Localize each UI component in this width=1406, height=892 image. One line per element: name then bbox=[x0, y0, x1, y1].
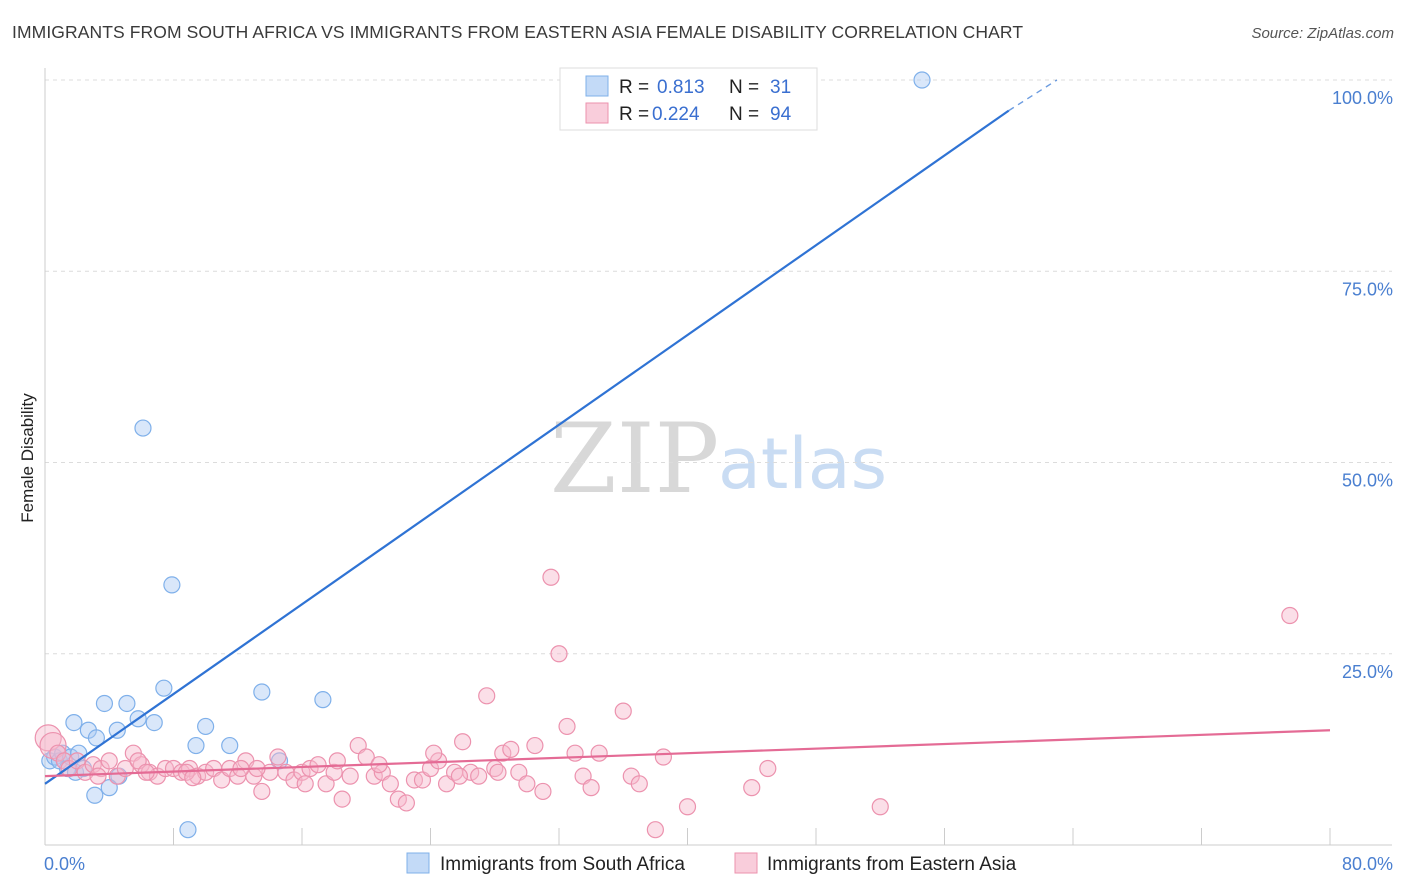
point-series-1-80 bbox=[1281, 606, 1299, 625]
legend-label-south-africa: Immigrants from South Africa bbox=[440, 854, 685, 875]
point-series-1-75 bbox=[654, 748, 673, 766]
bottom-legend: Immigrants from South Africa Immigrants … bbox=[406, 852, 1017, 875]
point-series-1-54 bbox=[462, 763, 480, 781]
stats-r-value-1: 0.813 bbox=[657, 77, 705, 98]
point-series-0-25 bbox=[314, 691, 332, 709]
point-series-1-63 bbox=[534, 782, 552, 801]
point-series-1-86 bbox=[425, 744, 443, 762]
point-series-1-0 bbox=[34, 724, 62, 752]
point-series-1-65 bbox=[550, 645, 568, 663]
trend-lines bbox=[44, 79, 1331, 785]
point-series-1-21 bbox=[197, 763, 215, 781]
stats-r-label-2: R = bbox=[619, 104, 649, 125]
point-series-0-18 bbox=[86, 786, 104, 804]
y-axis-label: Female Disability bbox=[18, 393, 37, 523]
point-series-1-1 bbox=[39, 731, 67, 760]
point-series-0-11 bbox=[95, 694, 114, 713]
point-series-1-66 bbox=[558, 717, 576, 736]
point-series-0-23 bbox=[253, 683, 271, 701]
point-series-0-10 bbox=[87, 729, 106, 747]
point-series-1-64 bbox=[542, 568, 560, 586]
y-tick-labels: 25.0% 50.0% 75.0% 100.0% bbox=[1332, 88, 1393, 682]
point-series-0-30 bbox=[913, 71, 931, 89]
point-series-0-20 bbox=[197, 717, 215, 736]
point-series-1-77 bbox=[743, 779, 761, 797]
point-series-1-69 bbox=[582, 779, 600, 797]
point-series-1-9 bbox=[100, 752, 118, 770]
stats-n-label-1: N = bbox=[729, 77, 759, 98]
point-series-1-93 bbox=[450, 767, 469, 785]
point-series-1-67 bbox=[566, 744, 584, 762]
point-series-1-90 bbox=[184, 769, 202, 787]
point-series-1-56 bbox=[478, 687, 496, 705]
stats-r-label-1: R = bbox=[619, 77, 649, 98]
point-series-1-74 bbox=[646, 821, 664, 839]
trend-line-0 bbox=[44, 109, 1010, 785]
x-tick-label-1: 80.0% bbox=[1342, 854, 1393, 874]
point-series-1-34 bbox=[301, 759, 319, 778]
point-series-1-38 bbox=[333, 790, 351, 808]
legend-swatch-south-africa bbox=[406, 852, 430, 874]
x-tick-labels: 0.0% 80.0% bbox=[44, 854, 1393, 874]
stats-r-value-2: 0.224 bbox=[652, 104, 700, 125]
stats-n-value-1: 31 bbox=[770, 77, 791, 98]
point-series-0-27 bbox=[163, 576, 181, 594]
point-series-1-58 bbox=[494, 744, 512, 762]
point-series-1-78 bbox=[759, 759, 777, 778]
point-series-1-87 bbox=[489, 763, 507, 781]
point-series-0-22 bbox=[155, 679, 173, 697]
point-series-1-88 bbox=[89, 767, 107, 785]
stats-n-label-2: N = bbox=[729, 104, 759, 125]
point-series-1-73 bbox=[630, 775, 648, 793]
point-series-0-13 bbox=[118, 694, 136, 713]
y-tick-label-2: 75.0% bbox=[1342, 279, 1393, 299]
stats-legend: R = 0.813 N = 31 R = 0.224 N = 94 bbox=[559, 67, 818, 131]
stats-legend-swatch-eastern-asia bbox=[585, 102, 609, 124]
point-series-0-12 bbox=[108, 721, 126, 739]
legend-swatch-eastern-asia bbox=[734, 852, 758, 874]
point-series-1-46 bbox=[397, 794, 416, 812]
point-series-1-76 bbox=[678, 798, 697, 816]
point-series-1-84 bbox=[296, 775, 314, 793]
chart-source: Source: ZipAtlas.com bbox=[1251, 25, 1394, 42]
point-series-0-28 bbox=[179, 821, 197, 839]
point-series-1-39 bbox=[341, 767, 359, 785]
watermark-zip: ZIP bbox=[550, 403, 719, 515]
point-series-1-55 bbox=[470, 767, 488, 785]
y-tick-label-0: 25.0% bbox=[1342, 662, 1393, 682]
y-tick-label-1: 50.0% bbox=[1342, 471, 1393, 491]
point-series-1-70 bbox=[590, 744, 608, 762]
point-series-0-26 bbox=[134, 419, 152, 437]
trend-line-1 bbox=[44, 729, 1331, 778]
point-series-0-15 bbox=[145, 713, 163, 732]
point-series-1-79 bbox=[871, 798, 889, 816]
stats-n-value-2: 94 bbox=[770, 104, 792, 125]
stats-legend-swatch-south-africa bbox=[585, 75, 609, 97]
grid bbox=[45, 79, 1392, 655]
point-series-0-21 bbox=[221, 736, 239, 755]
legend-label-eastern-asia: Immigrants from Eastern Asia bbox=[767, 854, 1017, 875]
point-series-1-71 bbox=[614, 702, 632, 720]
point-series-1-30 bbox=[269, 748, 287, 766]
y-tick-label-3: 100.0% bbox=[1332, 88, 1393, 108]
point-series-1-62 bbox=[526, 736, 544, 755]
x-tick-label-0: 0.0% bbox=[44, 854, 85, 874]
point-series-0-8 bbox=[65, 713, 83, 732]
point-series-1-44 bbox=[381, 775, 399, 793]
point-series-1-45 bbox=[389, 790, 407, 808]
point-series-0-19 bbox=[187, 736, 205, 755]
point-series-1-59 bbox=[502, 740, 520, 758]
point-series-1-35 bbox=[309, 756, 327, 774]
chart-title: IMMIGRANTS FROM SOUTH AFRICA VS IMMIGRAN… bbox=[12, 22, 1023, 42]
point-series-1-28 bbox=[253, 782, 271, 801]
watermark: ZIP atlas bbox=[550, 403, 887, 515]
watermark-atlas: atlas bbox=[718, 423, 887, 505]
axes bbox=[44, 68, 1392, 846]
trend-line-extension-0 bbox=[1008, 79, 1058, 112]
point-series-1-53 bbox=[454, 733, 472, 751]
point-series-1-61 bbox=[518, 775, 536, 793]
